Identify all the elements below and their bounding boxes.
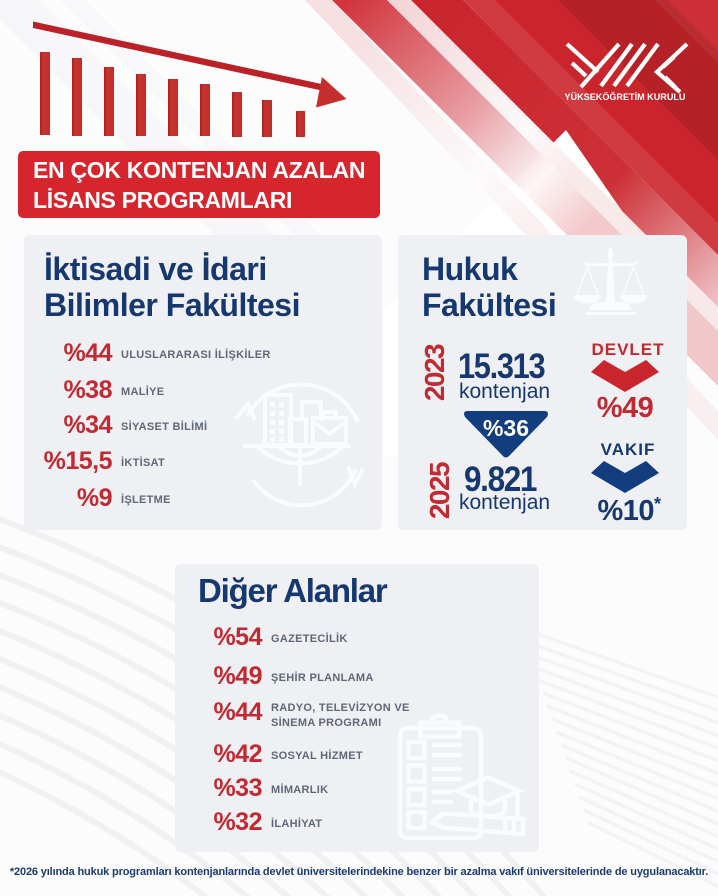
svg-text:YÜKSEKÖĞRETİM KURULU: YÜKSEKÖĞRETİM KURULU (565, 91, 686, 102)
svg-text:%36: %36 (483, 415, 529, 441)
